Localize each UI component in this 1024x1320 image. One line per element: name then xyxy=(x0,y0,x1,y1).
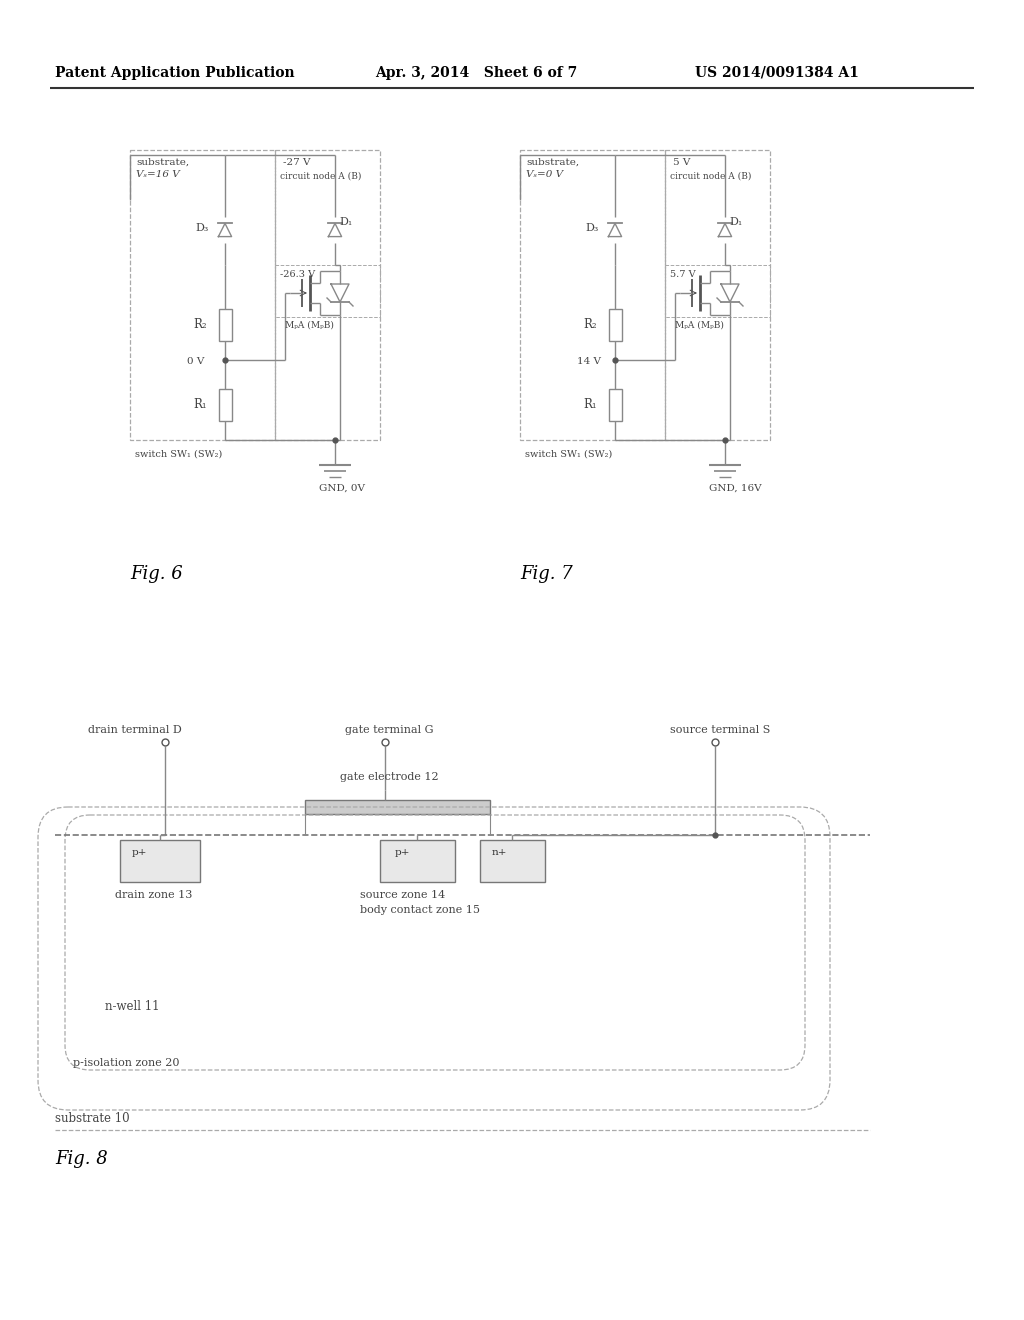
Text: circuit node A (B): circuit node A (B) xyxy=(280,172,361,181)
Text: GND, 16V: GND, 16V xyxy=(709,484,762,492)
Text: source zone 14: source zone 14 xyxy=(360,890,445,900)
Bar xyxy=(218,309,231,341)
Text: US 2014/0091384 A1: US 2014/0091384 A1 xyxy=(695,66,859,81)
Bar xyxy=(480,840,545,882)
Text: p-isolation zone 20: p-isolation zone 20 xyxy=(73,1059,179,1068)
Bar xyxy=(275,150,380,440)
Text: 5.7 V: 5.7 V xyxy=(670,271,695,279)
Text: 5 V: 5 V xyxy=(673,158,690,168)
Text: D₃: D₃ xyxy=(195,223,208,234)
Text: 14 V: 14 V xyxy=(577,358,601,367)
Text: switch SW₁ (SW₂): switch SW₁ (SW₂) xyxy=(525,450,612,459)
Text: body contact zone 15: body contact zone 15 xyxy=(360,906,480,915)
Bar xyxy=(305,800,490,814)
Text: Fig. 6: Fig. 6 xyxy=(130,565,182,583)
Text: R₂: R₂ xyxy=(583,318,597,331)
Text: source terminal S: source terminal S xyxy=(670,725,770,735)
Text: p+: p+ xyxy=(132,847,147,857)
Bar xyxy=(608,389,622,421)
Text: D₁: D₁ xyxy=(339,216,352,227)
Bar xyxy=(218,389,231,421)
Text: n+: n+ xyxy=(492,847,508,857)
Text: Apr. 3, 2014   Sheet 6 of 7: Apr. 3, 2014 Sheet 6 of 7 xyxy=(375,66,578,81)
Text: Vₛ=16 V: Vₛ=16 V xyxy=(136,170,180,180)
Text: p+: p+ xyxy=(395,847,411,857)
Text: Patent Application Publication: Patent Application Publication xyxy=(55,66,295,81)
Text: n-well 11: n-well 11 xyxy=(105,1001,160,1012)
Bar xyxy=(665,265,770,317)
Text: Vₛ=0 V: Vₛ=0 V xyxy=(526,170,563,180)
Bar xyxy=(275,265,380,317)
Text: 0 V: 0 V xyxy=(187,358,205,367)
Text: Fig. 8: Fig. 8 xyxy=(55,1150,108,1168)
Text: R₁: R₁ xyxy=(583,399,597,412)
Text: substrate,: substrate, xyxy=(526,158,580,168)
Text: gate electrode 12: gate electrode 12 xyxy=(340,772,438,781)
Bar xyxy=(665,150,770,440)
Text: circuit node A (B): circuit node A (B) xyxy=(670,172,752,181)
Text: R₁: R₁ xyxy=(193,399,207,412)
Text: switch SW₁ (SW₂): switch SW₁ (SW₂) xyxy=(135,450,222,459)
Text: GND, 0V: GND, 0V xyxy=(319,484,365,492)
Text: D₁: D₁ xyxy=(729,216,742,227)
Bar xyxy=(130,150,275,440)
Text: substrate 10: substrate 10 xyxy=(55,1111,130,1125)
Text: MₚA (MₚB): MₚA (MₚB) xyxy=(285,321,334,330)
Text: substrate,: substrate, xyxy=(136,158,189,168)
Text: D₃: D₃ xyxy=(585,223,598,234)
Bar xyxy=(608,309,622,341)
Text: drain zone 13: drain zone 13 xyxy=(115,890,193,900)
Text: gate terminal G: gate terminal G xyxy=(345,725,433,735)
Text: MₚA (MₚB): MₚA (MₚB) xyxy=(675,321,724,330)
Text: -26.3 V: -26.3 V xyxy=(280,271,315,279)
Text: -27 V: -27 V xyxy=(283,158,310,168)
Bar xyxy=(380,840,455,882)
Bar xyxy=(120,840,200,882)
Text: R₂: R₂ xyxy=(193,318,207,331)
Bar xyxy=(520,150,665,440)
Text: Fig. 7: Fig. 7 xyxy=(520,565,572,583)
Text: drain terminal D: drain terminal D xyxy=(88,725,181,735)
